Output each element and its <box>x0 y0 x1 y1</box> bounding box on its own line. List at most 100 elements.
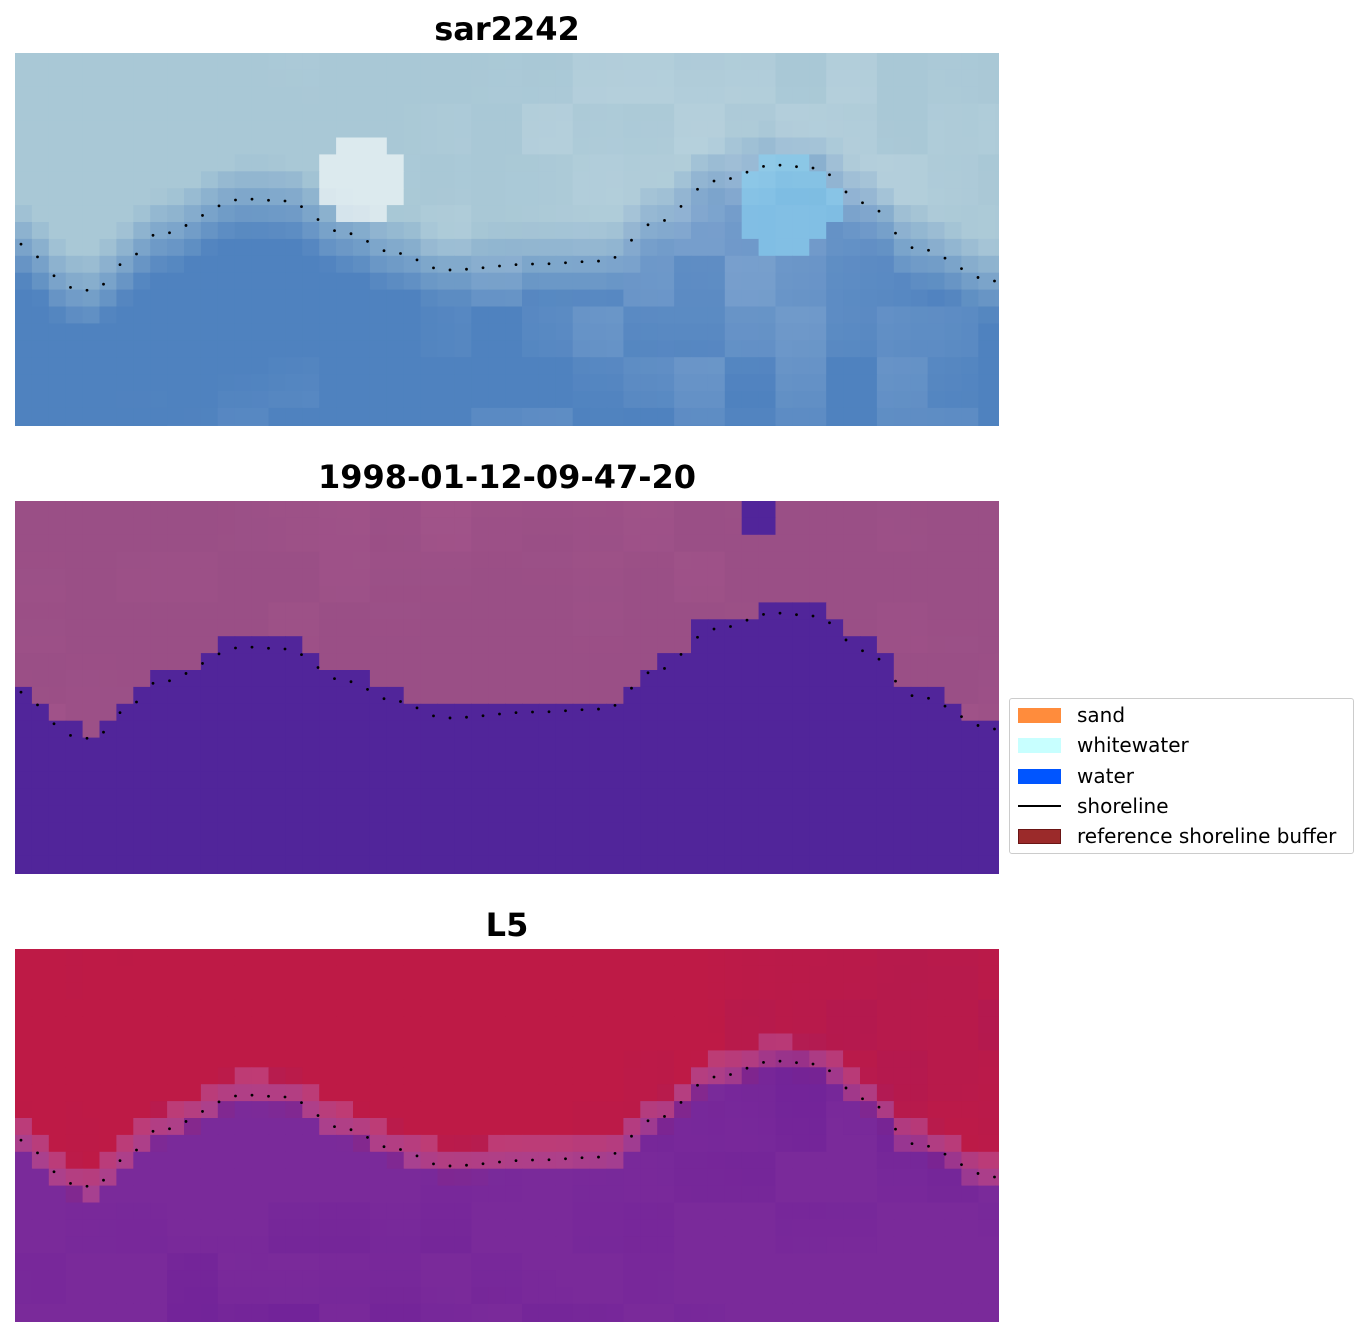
pixel <box>82 501 101 519</box>
pixel <box>843 323 861 341</box>
pixel <box>82 653 101 671</box>
pixel <box>285 1067 303 1085</box>
pixel <box>572 238 591 257</box>
pixel <box>775 69 793 88</box>
pixel <box>167 1287 185 1305</box>
pixel <box>437 1320 455 1322</box>
pixel <box>538 982 557 1001</box>
pixel <box>319 653 337 671</box>
pixel <box>369 517 388 536</box>
pixel <box>336 1067 354 1085</box>
pixel <box>522 982 540 1001</box>
pixel <box>319 670 337 688</box>
pixel <box>133 965 151 984</box>
pixel <box>184 1303 202 1322</box>
pixel <box>589 306 608 324</box>
pixel <box>234 120 253 139</box>
pixel <box>843 1287 861 1305</box>
pixel <box>623 407 641 426</box>
pixel <box>386 602 405 620</box>
pixel <box>319 1236 337 1254</box>
pixel <box>403 1134 422 1153</box>
pixel <box>674 1168 692 1187</box>
pixel <box>285 1303 303 1322</box>
pixel <box>876 636 895 654</box>
pixel <box>809 238 827 257</box>
pixel <box>538 1168 557 1187</box>
pixel <box>927 306 946 324</box>
pixel <box>251 551 270 570</box>
pixel <box>893 1219 912 1237</box>
pixel <box>843 1118 861 1136</box>
pixel <box>893 323 912 341</box>
pixel <box>15 982 33 1001</box>
pixel <box>657 255 675 274</box>
pixel <box>707 1236 726 1254</box>
pixel <box>995 534 999 553</box>
pixel <box>809 272 827 291</box>
pixel <box>944 1067 962 1085</box>
pixel <box>555 1185 574 1204</box>
pixel <box>65 1219 84 1237</box>
pixel <box>403 1118 422 1136</box>
pixel <box>268 602 286 620</box>
pixel <box>758 686 777 705</box>
pixel <box>302 1270 320 1288</box>
pixel <box>454 238 472 257</box>
pixel <box>302 568 320 587</box>
pixel <box>741 1067 760 1085</box>
pixel <box>674 205 692 223</box>
pixel <box>167 1236 185 1254</box>
pixel <box>843 1219 861 1237</box>
pixel <box>369 323 388 341</box>
pixel <box>707 272 726 291</box>
pixel <box>437 653 455 671</box>
pixel <box>15 340 33 358</box>
pixel <box>99 205 117 223</box>
pixel <box>978 357 996 375</box>
pixel <box>268 1050 286 1068</box>
pixel <box>707 517 726 536</box>
pixel <box>15 424 33 426</box>
pixel <box>555 222 574 240</box>
pixel <box>657 703 675 722</box>
pixel <box>403 551 422 570</box>
pixel <box>488 222 506 240</box>
pixel <box>893 771 912 789</box>
pixel <box>437 551 455 570</box>
pixel <box>572 1287 591 1305</box>
pixel <box>927 1303 946 1322</box>
pixel <box>522 636 540 654</box>
pixel <box>471 272 489 291</box>
pixel <box>538 1033 557 1051</box>
shoreline-dot <box>201 662 204 665</box>
pixel <box>792 788 810 806</box>
pixel <box>488 391 506 409</box>
pixel <box>319 1185 337 1204</box>
pixel <box>420 137 439 155</box>
pixel <box>437 1253 455 1271</box>
pixel <box>82 238 101 257</box>
pixel <box>353 255 371 274</box>
shoreline-dot <box>778 163 782 167</box>
pixel <box>251 1101 270 1119</box>
pixel <box>234 357 253 375</box>
shoreline-dot <box>118 263 122 267</box>
pixel <box>454 551 472 570</box>
pixel <box>809 805 827 823</box>
pixel <box>167 171 185 189</box>
pixel <box>150 788 168 806</box>
pixel <box>116 407 134 426</box>
pixel <box>522 619 540 637</box>
pixel <box>741 1287 760 1305</box>
pixel <box>369 568 388 587</box>
pixel <box>809 1253 827 1271</box>
shoreline-dot <box>514 263 518 267</box>
pixel <box>640 238 658 257</box>
pixel <box>505 272 523 291</box>
pixel <box>437 120 455 139</box>
pixel <box>353 86 371 105</box>
pixel <box>116 619 134 637</box>
pixel <box>285 188 303 206</box>
pixel <box>386 103 405 122</box>
